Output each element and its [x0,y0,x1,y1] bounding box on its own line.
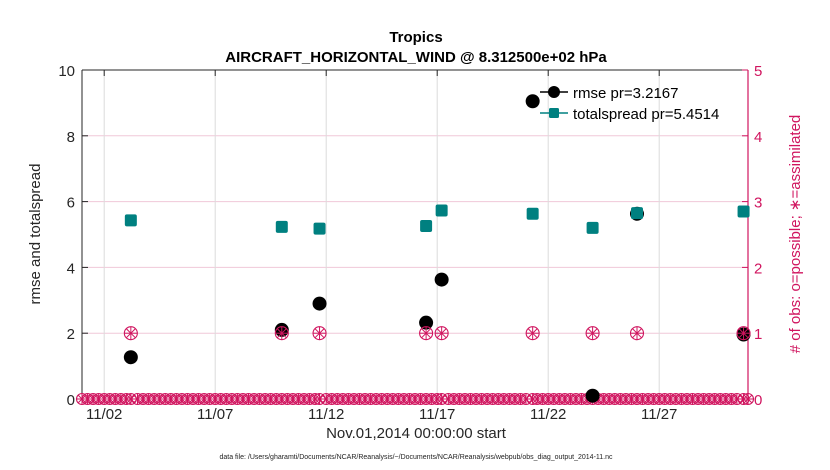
totalspread-point [526,207,539,220]
legend: rmse pr=3.2167 totalspread pr=5.4514 [540,85,719,123]
obs-assimilated-asterisk [632,394,642,404]
x-tick-label: 11/07 [197,406,233,423]
obs-count-marker [434,326,449,341]
y-tick-label: 10 [58,63,75,80]
obs-zero-marker [435,392,448,406]
chart-title: Tropics [389,29,442,46]
obs-assimilated-asterisk [521,394,531,404]
y-tick-label: 2 [67,326,75,343]
marks [75,94,755,406]
obs-zero-marker [313,392,326,406]
obs-count-marker [274,326,289,341]
y-tick-label: 4 [67,260,75,277]
rmse-point [434,272,449,287]
obs-zero-marker [737,392,750,406]
totalspread-point [313,222,326,235]
y2-axis-label: # of obs: o=possible; ∗=assimilated [787,115,804,354]
obs-assimilated-asterisk [587,328,598,339]
totalspread-point [420,219,433,232]
obs-zero-marker [275,392,288,406]
obs-assimilated-asterisk [126,394,136,404]
totalspread-point [275,220,288,233]
footnote: data file: /Users/gharamti/Documents/NCA… [219,454,613,461]
obs-assimilated-asterisk [738,328,749,339]
obs-count-marker [419,326,434,341]
obs-count-marker [585,326,600,341]
y2-tick-label: 2 [754,260,762,277]
obs-assimilated-asterisk [527,328,538,339]
obs-zero-marker [730,392,743,406]
obs-assimilated-asterisk [436,328,447,339]
obs-count-marker [312,326,327,341]
obs-assimilated-asterisk [421,394,431,404]
x-tick-label: 11/22 [530,406,566,423]
y2-tick-label: 5 [754,63,762,80]
totalspread-point [586,221,599,234]
rmse-point [585,388,600,403]
y-tick-label: 8 [67,129,75,146]
y-tick-label: 0 [67,392,75,409]
obs-count-marker [123,326,138,341]
obs-assimilated-asterisk [732,394,742,404]
totalspread-point [631,207,643,220]
obs-count-marker [525,326,540,341]
rmse-point [525,94,540,109]
obs-count-marker [736,326,751,341]
rmse-point [419,315,434,330]
legend-rmse-marker [548,86,560,98]
obs-assimilated-asterisk [315,394,324,404]
totalspread-point [737,205,750,218]
obs-assimilated-asterisk [739,394,748,404]
obs-zero-marker [630,392,644,406]
chart-subtitle: AIRCRAFT_HORIZONTAL_WIND @ 8.312500e+02 … [225,49,607,66]
obs-count-marker [629,326,645,341]
totalspread-point [435,204,448,217]
legend-rmse-label: rmse pr=3.2167 [573,85,678,102]
y2-tick-label: 1 [754,326,762,343]
obs-assimilated-asterisk [528,394,537,404]
x-tick-label: 11/17 [419,406,455,423]
obs-assimilated-asterisk [276,328,287,339]
y-tick-label: 6 [67,195,75,212]
obs-assimilated-asterisk [437,394,446,404]
x-tick-label: 11/02 [86,406,122,423]
obs-assimilated-asterisk [125,328,136,339]
obs-zero-marker [420,392,433,406]
obs-assimilated-asterisk [421,328,432,339]
rmse-point [312,296,327,311]
legend-totalspread-marker [549,108,559,118]
x-tick-label: 11/12 [308,406,344,423]
y2-tick-label: 4 [754,129,762,146]
obs-zero-marker [124,392,137,406]
obs-assimilated-asterisk [277,394,287,404]
x-axis-label: Nov.01,2014 00:00:00 start [326,425,507,442]
y2-tick-label: 3 [754,195,762,212]
obs-assimilated-asterisk [314,328,325,339]
x-tick-label: 11/27 [641,406,677,423]
legend-totalspread-label: totalspread pr=5.4514 [573,106,719,123]
rmse-point [123,350,138,365]
totalspread-point [124,214,137,227]
obs-zero-marker [526,392,539,406]
y2-tick-label: 0 [754,392,762,409]
obs-assimilated-asterisk [632,328,642,339]
y-axis-label: rmse and totalspread [27,164,44,305]
